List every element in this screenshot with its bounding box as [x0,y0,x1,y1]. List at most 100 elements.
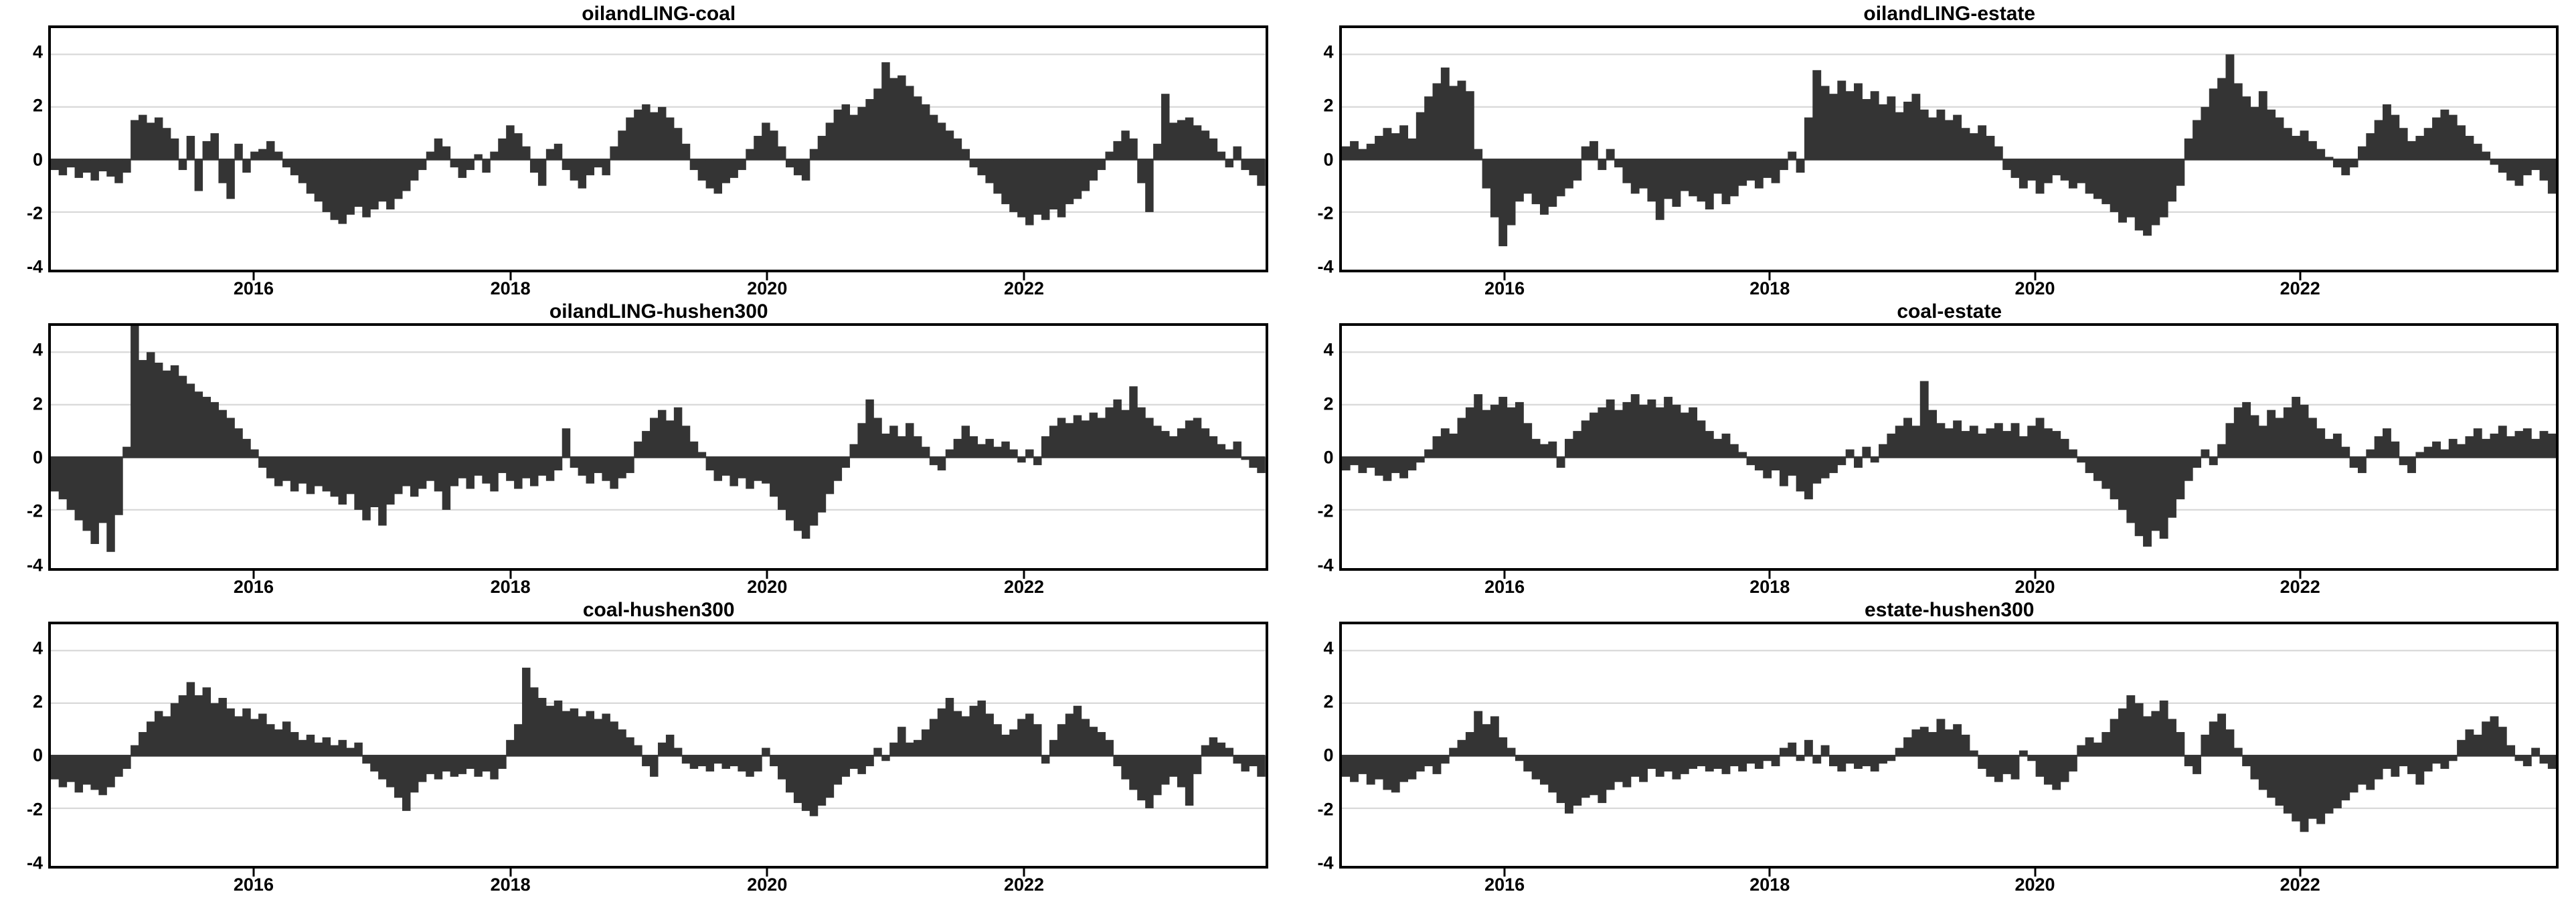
x-tick-label: 2016 [1484,278,1525,299]
x-tick-label: 2022 [2280,875,2320,895]
chart-title: coal-hushen300 [582,598,735,621]
x-tick-mark [766,272,768,281]
x-tick-mark [2299,869,2302,877]
y-tick-label: 2 [1323,393,1334,414]
x-tick-label: 2022 [1003,875,1045,895]
x-tick-label: 2016 [233,875,274,895]
y-tick-label: -4 [1317,256,1334,277]
y-tick-label: -2 [1317,799,1334,820]
x-tick-label: 2020 [747,278,788,299]
panel-estate-hushen300: estate-hushen300 4 2 0 -2 -4 2016 2018 2020 202… [1296,599,2561,894]
y-tick-label: 4 [1323,638,1334,658]
y-tick-label: -4 [26,555,43,575]
y-tick-label: -2 [1317,203,1334,223]
bars-canvas [51,326,1266,553]
x-tick-label: 2016 [233,278,274,299]
x-tick-mark [509,570,512,579]
x-tick-mark [1503,869,1506,877]
x-tick-mark [1023,869,1025,877]
x-tick-mark [766,570,768,579]
x-tick-label: 2016 [1484,875,1525,895]
chart-title: oilandLING-hushen300 [549,300,768,323]
x-tick-mark [252,570,255,579]
y-tick-label: 2 [1323,691,1334,712]
chart-title: oilandLING-estate [1863,3,2036,25]
plot-box [1339,323,2559,571]
y-tick-label: -4 [1317,852,1334,873]
y-tick-label: -2 [26,799,43,820]
plot-region: 4 2 0 -2 -4 [5,323,1270,574]
y-tick-label: 4 [32,41,43,62]
y-tick-label: -2 [26,203,43,223]
x-tick-mark [1023,570,1025,579]
x-tick-mark [509,272,512,281]
chart-title: oilandLING-coal [582,3,736,25]
x-tick-mark [1503,570,1506,579]
x-tick-label: 2016 [1484,576,1525,597]
x-tick-mark [1768,869,1771,877]
plot-region: 4 2 0 -2 -4 [1296,25,2561,276]
plot-region: 4 2 0 -2 -4 [5,25,1270,276]
x-tick-label: 2018 [1749,576,1790,597]
y-tick-label: 0 [32,149,43,170]
y-tick-label: -2 [26,501,43,521]
x-axis-labels: 2016 2018 2020 2022 [1339,272,2559,298]
y-tick-label: 0 [1323,447,1334,468]
y-tick-label: 2 [32,691,43,712]
x-tick-label: 2020 [2014,278,2055,299]
bars-canvas [1341,54,2556,246]
x-tick-mark [2034,869,2036,877]
x-tick-mark [2299,570,2302,579]
bars-canvas [51,54,1266,225]
bars-canvas [1341,351,2556,547]
x-axis-labels: 2016 2018 2020 2022 [48,570,1268,597]
x-tick-label: 2018 [1749,278,1790,299]
y-tick-label: 0 [32,447,43,468]
x-tick-mark [2034,272,2036,281]
y-tick-label: 4 [32,339,43,360]
panel-oilandling-coal: oilandLING-coal 4 2 0 -2 -4 2016 2018 2020 2022 [5,3,1270,298]
x-tick-mark [1023,272,1025,281]
x-tick-label: 2022 [2280,278,2320,299]
bars-canvas [51,649,1266,816]
panel-coal-estate: coal-estate 4 2 0 -2 -4 2016 2018 2020 2022 [1296,300,2561,596]
x-tick-mark [2034,570,2036,579]
y-tick-label: 4 [32,638,43,658]
y-tick-label: 4 [1323,41,1334,62]
chart-title: coal-estate [1897,300,2002,323]
x-tick-label: 2022 [1003,278,1045,299]
y-tick-label: -2 [1317,501,1334,521]
x-tick-mark [766,869,768,877]
x-tick-label: 2020 [747,875,788,895]
x-tick-mark [1503,272,1506,281]
y-tick-label: -4 [26,256,43,277]
x-tick-mark [252,869,255,877]
x-axis-labels: 2016 2018 2020 2022 [48,272,1268,298]
plot-box [48,25,1268,273]
x-tick-mark [252,272,255,281]
plot-region: 4 2 0 -2 -4 [5,621,1270,873]
x-tick-label: 2018 [490,278,531,299]
plot-region: 4 2 0 -2 -4 [1296,323,2561,574]
x-tick-mark [1768,272,1771,281]
y-tick-label: 4 [1323,339,1334,360]
x-tick-label: 2018 [490,875,531,895]
x-tick-label: 2018 [1749,875,1790,895]
y-tick-label: 0 [32,745,43,765]
panel-coal-hushen300: coal-hushen300 4 2 0 -2 -4 2016 2018 2020 2022 [5,599,1270,894]
y-tick-label: -4 [26,852,43,873]
panel-oilandling-estate: oilandLING-estate 4 2 0 -2 -4 2016 2018 2020 20… [1296,3,2561,298]
y-tick-label: 2 [1323,95,1334,116]
x-tick-label: 2020 [747,576,788,597]
y-tick-label: 0 [1323,745,1334,765]
x-tick-mark [509,869,512,877]
x-axis-labels: 2016 2018 2020 2022 [1339,869,2559,894]
x-tick-label: 2022 [1003,576,1045,597]
y-tick-label: 2 [32,95,43,116]
plot-box [48,323,1268,571]
x-axis-labels: 2016 2018 2020 2022 [48,869,1268,894]
plot-box [48,621,1268,869]
y-tick-label: 0 [1323,149,1334,170]
x-tick-label: 2016 [233,576,274,597]
